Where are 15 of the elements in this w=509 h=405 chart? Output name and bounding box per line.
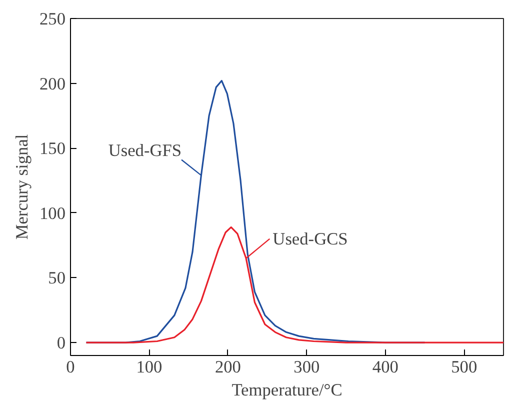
y-tick-label: 0 — [56, 334, 66, 353]
y-tick-label: 250 — [40, 10, 66, 28]
x-tick-label: 200 — [214, 358, 241, 376]
x-axis-title: Temperature/°C — [232, 380, 342, 400]
y-tick-label: 150 — [40, 139, 66, 158]
series-label: Used-GFS — [108, 140, 182, 160]
y-tick-label: 50 — [48, 268, 66, 288]
y-tick-label: 200 — [40, 74, 66, 94]
x-tick-label: 400 — [372, 358, 398, 376]
x-tick-label: 500 — [451, 358, 478, 376]
y-axis-title: Mercury signal — [12, 134, 32, 240]
legend-label: Used-GCS — [272, 229, 348, 248]
x-tick-label: 100 — [136, 358, 162, 376]
x-tick-label: 300 — [294, 358, 320, 376]
y-tick-label: 100 — [40, 204, 66, 223]
